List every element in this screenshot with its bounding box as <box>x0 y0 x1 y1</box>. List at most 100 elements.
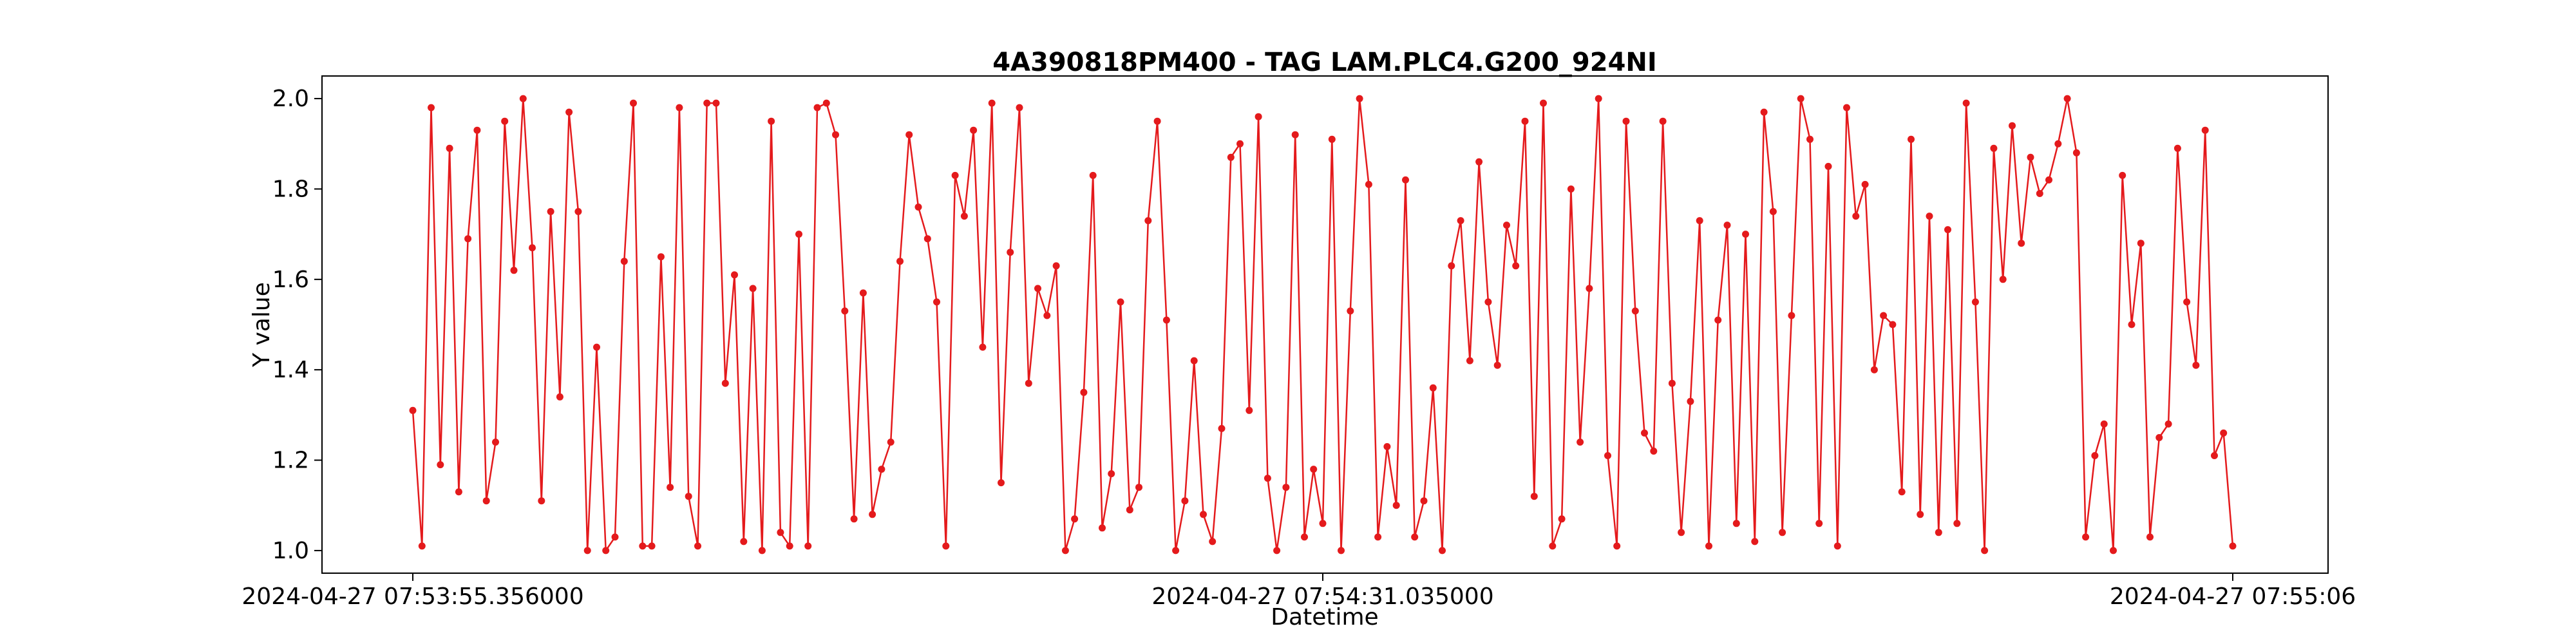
data-point <box>1328 135 1336 143</box>
data-point <box>1908 135 1915 143</box>
data-point <box>813 104 821 111</box>
data-point <box>2174 144 2181 152</box>
series-line <box>412 97 2234 552</box>
data-point <box>428 104 435 111</box>
data-point <box>2045 176 2052 184</box>
data-point <box>1099 524 1106 532</box>
data-point <box>1493 361 1501 369</box>
data-point <box>1732 520 1740 527</box>
data-point <box>1291 131 1299 138</box>
data-point <box>822 99 830 107</box>
data-point <box>914 204 922 211</box>
x-tick-label: 2024-04-27 07:54:31.035000 <box>1151 583 1493 610</box>
data-point <box>2036 190 2043 197</box>
data-point <box>611 533 619 541</box>
data-point <box>2183 298 2191 306</box>
data-point <box>593 343 600 351</box>
data-point <box>482 497 490 505</box>
data-point <box>1117 298 1124 306</box>
data-point <box>1420 497 1428 505</box>
y-tick-label: 1.6 <box>272 267 309 293</box>
data-point <box>740 538 748 545</box>
chart-title: 4A390818PM400 - TAG LAM.PLC4.G200_924NI <box>992 48 1657 77</box>
data-point <box>1870 366 1878 374</box>
data-point <box>988 99 996 107</box>
data-point <box>859 289 867 297</box>
data-point <box>712 99 720 107</box>
data-point <box>832 131 839 138</box>
data-point <box>547 208 554 215</box>
data-point <box>1742 231 1749 238</box>
data-point <box>1833 542 1841 550</box>
data-point <box>1659 117 1667 125</box>
data-point <box>1944 226 1951 234</box>
data-point <box>620 258 628 265</box>
data-point <box>1696 217 1703 225</box>
data-point <box>1613 542 1621 550</box>
data-point <box>1392 502 1400 509</box>
data-point <box>1631 307 1639 315</box>
data-point <box>1172 547 1180 554</box>
data-point <box>905 131 913 138</box>
plot-area <box>409 95 2237 554</box>
data-point <box>1558 515 1566 523</box>
data-point <box>758 547 766 554</box>
data-point <box>583 547 591 554</box>
data-point <box>1760 108 1768 116</box>
data-point <box>1448 262 1455 270</box>
data-point <box>1301 533 1308 541</box>
data-point <box>1723 222 1731 229</box>
data-point <box>1714 316 1722 324</box>
data-point <box>1788 312 1795 319</box>
data-point <box>1815 520 1823 527</box>
data-point <box>1521 117 1529 125</box>
data-point <box>1475 158 1483 166</box>
data-point <box>2128 321 2136 328</box>
data-point <box>1034 285 1041 292</box>
data-point <box>1310 466 1318 473</box>
data-point <box>703 99 711 107</box>
data-point <box>2018 240 2025 247</box>
data-point <box>1236 140 1244 147</box>
data-point <box>1540 99 1547 107</box>
y-axis: 1.0 1.2 1.4 1.6 1.8 2.0 <box>272 86 322 564</box>
data-point <box>529 244 536 252</box>
data-point <box>473 126 481 134</box>
data-point <box>869 511 876 518</box>
data-point <box>565 108 573 116</box>
x-tick-label: 2024-04-27 07:53:55.356000 <box>242 583 583 610</box>
data-point <box>1007 249 1014 256</box>
data-point <box>887 439 895 446</box>
data-point <box>2110 547 2117 554</box>
data-point <box>574 208 582 215</box>
data-point <box>1981 547 1989 554</box>
data-point <box>1926 213 1933 220</box>
data-point <box>1678 529 1685 536</box>
data-point <box>1061 547 1069 554</box>
y-tick-label: 2.0 <box>272 86 309 112</box>
data-point <box>1162 316 1170 324</box>
data-point <box>556 393 564 401</box>
data-point <box>2091 452 2099 459</box>
y-tick-label: 1.0 <box>272 538 309 564</box>
data-point <box>1043 312 1051 319</box>
data-point <box>1824 162 1832 170</box>
data-point <box>951 171 959 179</box>
data-point <box>2119 171 2126 179</box>
data-point <box>942 542 950 550</box>
data-point <box>850 515 858 523</box>
data-point <box>464 235 472 243</box>
data-point <box>1025 379 1032 387</box>
data-point <box>1338 547 1345 554</box>
data-point <box>455 488 462 496</box>
data-point <box>1347 307 1354 315</box>
data-point <box>1806 135 1814 143</box>
data-point <box>896 258 904 265</box>
data-point <box>1484 298 1492 306</box>
data-point <box>437 461 444 469</box>
data-point <box>768 117 775 125</box>
data-point <box>1383 443 1391 450</box>
data-point <box>933 298 940 306</box>
data-point <box>1227 153 1235 161</box>
